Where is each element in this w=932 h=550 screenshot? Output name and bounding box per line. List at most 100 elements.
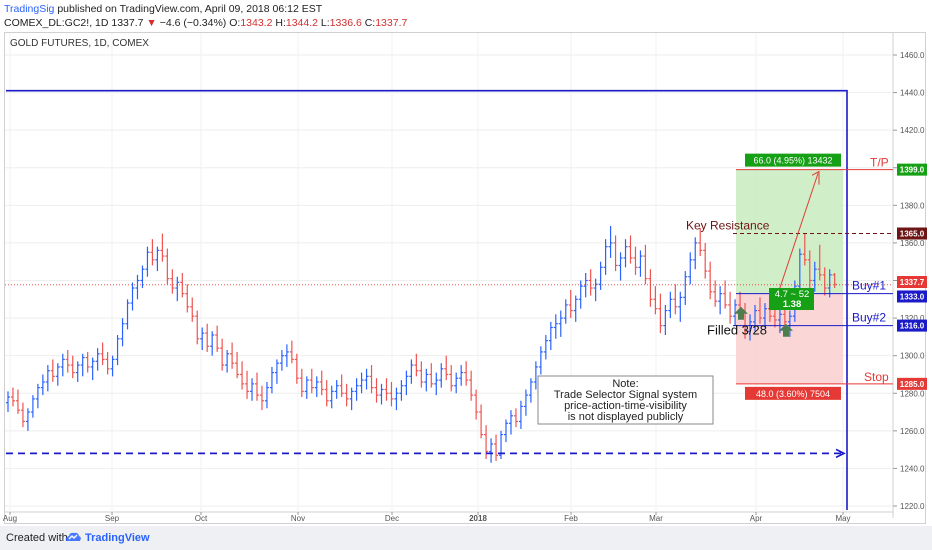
ohlc-bar — [822, 267, 827, 296]
ohlc-bar — [250, 378, 255, 401]
ohlc-bar — [668, 291, 673, 319]
ohlc-bar — [628, 235, 633, 264]
author-link[interactable]: TradingSig — [4, 3, 55, 15]
ohlc-bar — [648, 269, 653, 307]
change-value: −4.6 (−0.34%) — [159, 17, 227, 29]
tradingview-link[interactable]: TradingView — [85, 532, 150, 544]
ohlc-bar — [613, 235, 618, 272]
y-tick-label: 1440.0 — [900, 89, 925, 98]
ohlc-bar — [733, 299, 738, 326]
ohlc-bar — [364, 368, 369, 390]
created-with-text: Created with — [6, 532, 68, 544]
ohlc-bar — [817, 244, 822, 281]
ohlc-bar — [309, 368, 314, 394]
buy1-price-tag-text: 1333.0 — [900, 292, 925, 301]
ohlc-bar — [274, 359, 279, 384]
ohlc-bar — [35, 383, 40, 409]
ohlc-bar — [105, 351, 110, 375]
resistance-price-tag-text: 1365.0 — [900, 230, 925, 239]
ohlc-bar — [6, 391, 10, 413]
ohlc-bar — [404, 370, 409, 396]
take-profit-label: T/P — [870, 156, 889, 170]
ohlc-bar — [777, 306, 782, 334]
ohlc-bar — [538, 346, 543, 375]
ohlc-bar — [474, 389, 479, 420]
ohlc-bar — [255, 372, 259, 401]
y-tick-label: 1220.0 — [900, 502, 925, 511]
ohlc-bar — [344, 383, 349, 407]
ohlc-bar — [673, 284, 678, 315]
x-tick-label: Mar — [649, 514, 663, 523]
ohlc-bar — [553, 314, 558, 339]
support-arrow-icon — [835, 448, 846, 459]
ohlc-bar — [444, 355, 449, 381]
time-axis: Aug Sep Oct Nov Dec 2018 Feb Mar Apr May — [3, 512, 851, 523]
ohlc-bar — [220, 338, 225, 371]
ohlc-bar — [389, 381, 394, 407]
ohlc-bar — [259, 385, 264, 411]
ohlc-bar — [155, 246, 160, 272]
high-value: 1344.2 — [285, 17, 318, 29]
ohlc-bar — [140, 265, 145, 289]
y-tick-label: 1420.0 — [900, 126, 925, 135]
ohlc-bar — [563, 299, 568, 324]
ohlc-bar — [658, 293, 663, 334]
x-tick-label: Feb — [564, 514, 578, 523]
y-tick-label: 1280.0 — [900, 389, 925, 398]
ohlc-bar — [608, 226, 613, 258]
note-line: is not displayed publicly — [568, 411, 684, 423]
ohlc-bar — [110, 355, 115, 377]
buy1-arrow-icon — [734, 306, 748, 320]
ohlc-bar — [663, 304, 668, 335]
price-chart[interactable]: 1220.01240.01260.01280.01300.01320.01340… — [0, 0, 932, 526]
ohlc-bar — [653, 286, 658, 315]
ohlc-bar — [240, 361, 245, 390]
ohlc-bar — [419, 361, 424, 388]
ohlc-bar — [588, 269, 593, 296]
x-tick-label: Apr — [750, 514, 763, 523]
footer: Created with TradingView — [0, 526, 932, 550]
ohlc-bar — [55, 363, 60, 386]
ohlc-bar — [145, 246, 150, 277]
ohlc-bar — [284, 344, 289, 367]
ohlc-bar — [762, 303, 767, 328]
ohlc-bar — [528, 378, 533, 403]
risk-reward-bg — [769, 288, 814, 311]
ohlc-bar — [125, 299, 130, 330]
low-label: L: — [320, 17, 330, 29]
stop-price-tag: 1285.0 — [897, 377, 927, 390]
ohlc-bar — [593, 278, 598, 302]
ohlc-bar — [523, 389, 528, 416]
ohlc-bar — [643, 244, 648, 285]
ohlc-bar — [568, 289, 573, 319]
navy-rectangle — [6, 89, 848, 510]
resistance-price-tag-bg — [897, 227, 927, 240]
ohlc-bar — [294, 353, 299, 384]
note-box: Note:Trade Selector Signal systemprice-a… — [537, 375, 714, 425]
risk-reward-value: 1.38 — [783, 299, 802, 310]
ohlc-bar — [269, 366, 274, 394]
ohlc-bar — [533, 361, 538, 390]
ohlc-bar — [573, 295, 578, 322]
x-tick-label: 2018 — [469, 514, 487, 523]
y-tick-label: 1260.0 — [900, 427, 925, 436]
symbol-line: COMEX_DL:GC2!, 1D 1337.7 ▼ −4.6 (−0.34%)… — [4, 16, 407, 30]
last-price: 1337.7 — [111, 17, 144, 29]
x-tick-label: Sep — [105, 514, 120, 523]
ohlc-bar — [60, 353, 65, 377]
x-tick-label: Aug — [3, 514, 17, 523]
ohlc-bar — [583, 272, 588, 298]
ohlc-bar — [170, 269, 175, 294]
ohlc-bar — [289, 340, 294, 364]
ohlc-bar — [245, 370, 250, 399]
ohlc-bar — [807, 250, 812, 289]
ohlc-bar — [374, 378, 379, 403]
x-tick-label: Oct — [195, 514, 208, 523]
ohlc-bar — [40, 374, 45, 396]
publish-line: TradingSig published on TradingView.com,… — [4, 2, 322, 16]
y-tick-label: 1240.0 — [900, 464, 925, 473]
ohlc-bar — [65, 350, 70, 373]
ohlc-bar — [135, 274, 140, 300]
ohlc-bar — [578, 280, 583, 309]
ohlc-bar — [703, 242, 708, 279]
